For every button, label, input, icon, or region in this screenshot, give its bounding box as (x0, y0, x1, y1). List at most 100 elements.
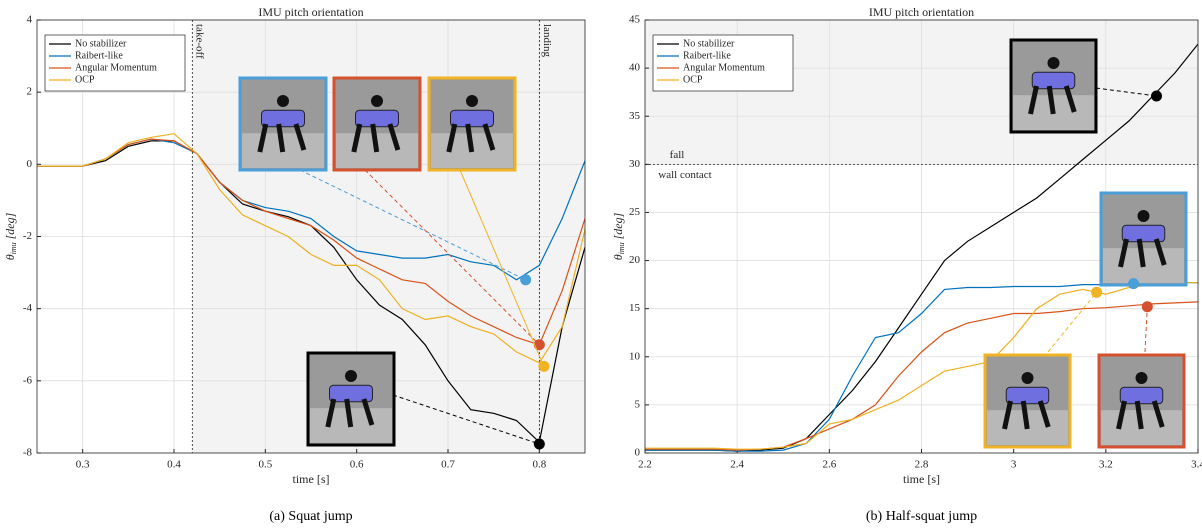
x-tick-label: 0.7 (441, 459, 455, 471)
y-tick-label: 20 (629, 254, 641, 266)
y-tick-label: -4 (23, 302, 33, 314)
robot-body (261, 109, 305, 128)
y-axis-subscript: imu (617, 242, 626, 254)
x-tick-label: 2.6 (822, 459, 836, 471)
robot-head (1135, 372, 1148, 384)
y-tick-label: 4 (27, 14, 33, 26)
y-axis-unit: [deg] (611, 212, 625, 239)
threshold-label: fall (670, 149, 685, 161)
series-line (645, 282, 1198, 450)
y-axis-subscript: imu (9, 242, 18, 254)
robot-body (355, 109, 399, 128)
y-axis-label: θimu [deg] (611, 212, 626, 260)
robot-legs (1002, 400, 1051, 430)
axes-frame (644, 19, 1199, 454)
series-line (37, 138, 585, 346)
legend-label: No stabilizer (75, 38, 127, 49)
connector (364, 169, 540, 346)
y-axis-label: θimu [deg] (3, 212, 18, 260)
caption: (b) Half-squat jump (866, 509, 977, 524)
x-axis-label: time [s] (293, 472, 330, 486)
robot-body (1121, 224, 1166, 243)
event-label: landing (541, 24, 553, 57)
x-axis-label: time [s] (903, 472, 940, 486)
connector (1144, 306, 1148, 353)
legend-label: OCP (683, 74, 703, 85)
highlight-marker (1091, 286, 1103, 298)
robot-head (345, 370, 357, 382)
robot-body (1031, 71, 1076, 90)
legend-label: Raibert-like (75, 50, 123, 61)
robot-legs (1028, 85, 1077, 115)
y-axis-symbol: θ (611, 254, 625, 260)
y-axis-unit: [deg] (3, 212, 17, 239)
threshold-label: wall contact (658, 169, 711, 181)
robot-body (450, 109, 494, 128)
highlight-marker (1151, 90, 1163, 102)
caption: (a) Squat jump (269, 509, 352, 524)
legend-label: No stabilizer (683, 38, 735, 49)
robot-head (1047, 57, 1060, 69)
y-tick-label: 5 (635, 398, 641, 410)
y-tick-label: 0 (635, 447, 641, 459)
x-tick-label: 0.4 (167, 459, 181, 471)
connector (1095, 87, 1157, 97)
chart-title: IMU pitch orientation (869, 5, 974, 19)
y-tick-label: 30 (629, 158, 641, 170)
connector (459, 169, 545, 367)
x-tick-label: 3.2 (1099, 459, 1113, 471)
highlight-marker (1127, 278, 1139, 290)
connector (392, 394, 540, 445)
robot-legs (257, 123, 307, 153)
highlight-marker (1141, 301, 1153, 313)
y-axis-symbol: θ (3, 254, 17, 260)
robot-legs (1116, 400, 1165, 430)
robot-legs (325, 398, 375, 428)
x-tick-label: 2.4 (730, 459, 744, 471)
y-tick-label: -2 (23, 230, 32, 242)
robot-head (1021, 372, 1034, 384)
series-line (37, 133, 585, 364)
legend-label: Angular Momentum (683, 62, 765, 73)
highlight-marker (538, 360, 550, 372)
robot-body (1005, 386, 1050, 405)
x-tick-label: 0.8 (532, 459, 546, 471)
axes-frame (36, 19, 586, 454)
robot-body (1119, 386, 1164, 405)
x-tick-label: 2.8 (915, 459, 929, 471)
robot-head (1137, 210, 1150, 222)
x-tick-label: 0.5 (258, 459, 272, 471)
y-tick-label: 10 (629, 350, 641, 362)
robot-legs (446, 123, 496, 153)
robot-legs (1118, 238, 1167, 268)
legend-label: OCP (75, 74, 95, 85)
series-line (645, 301, 1198, 451)
y-tick-label: 15 (629, 302, 641, 314)
y-tick-label: 45 (629, 14, 641, 26)
robot-head (466, 95, 478, 107)
y-tick-label: 35 (629, 110, 641, 122)
legend-label: Angular Momentum (75, 62, 157, 73)
legend-label: Raibert-like (683, 50, 731, 61)
y-tick-label: 2 (27, 86, 33, 98)
robot-legs (351, 123, 401, 153)
y-tick-label: -8 (23, 447, 33, 459)
robot-head (277, 95, 289, 107)
highlight-marker (520, 274, 532, 286)
x-tick-label: 0.3 (76, 459, 90, 471)
robot-body (329, 384, 373, 403)
x-tick-label: 0.6 (350, 459, 364, 471)
event-label: take-off (194, 24, 206, 59)
x-tick-label: 3 (1011, 459, 1017, 471)
y-tick-label: -6 (23, 374, 33, 386)
series-group (37, 133, 585, 444)
highlight-marker (533, 438, 545, 450)
x-tick-label: 3.4 (1191, 459, 1202, 471)
robot-head (371, 95, 383, 107)
y-tick-label: 25 (629, 206, 641, 218)
y-tick-label: 40 (629, 62, 641, 74)
y-tick-label: 0 (27, 158, 33, 170)
chart-title: IMU pitch orientation (258, 5, 363, 19)
x-tick-label: 2.2 (638, 459, 652, 471)
